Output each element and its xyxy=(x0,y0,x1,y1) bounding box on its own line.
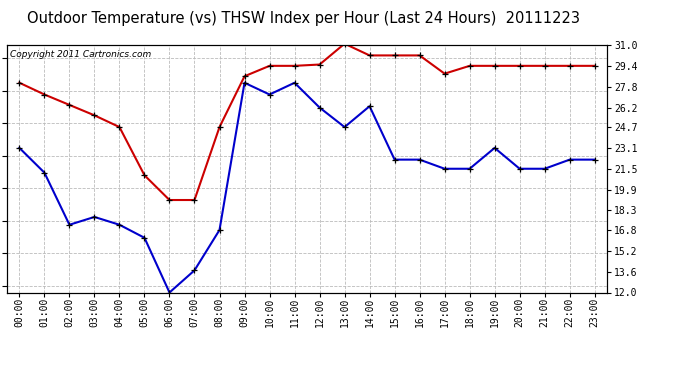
Text: Outdoor Temperature (vs) THSW Index per Hour (Last 24 Hours)  20111223: Outdoor Temperature (vs) THSW Index per … xyxy=(27,11,580,26)
Text: Copyright 2011 Cartronics.com: Copyright 2011 Cartronics.com xyxy=(10,50,151,59)
